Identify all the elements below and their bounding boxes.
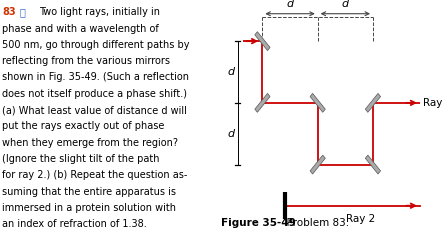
Text: d: d bbox=[286, 0, 293, 9]
Text: when they emerge from the region?: when they emerge from the region? bbox=[2, 138, 178, 148]
Text: d: d bbox=[227, 129, 234, 139]
Text: phase and with a wavelength of: phase and with a wavelength of bbox=[2, 24, 159, 34]
Polygon shape bbox=[310, 155, 325, 174]
Polygon shape bbox=[310, 93, 325, 112]
Text: suming that the entire apparatus is: suming that the entire apparatus is bbox=[2, 187, 176, 197]
Polygon shape bbox=[255, 32, 270, 51]
Text: Figure 35-49: Figure 35-49 bbox=[221, 218, 296, 228]
Text: Ray 1: Ray 1 bbox=[423, 98, 442, 108]
Text: d: d bbox=[227, 67, 234, 77]
Text: (Ignore the slight tilt of the path: (Ignore the slight tilt of the path bbox=[2, 154, 160, 164]
Text: for ray 2.) (b) Repeat the question as-: for ray 2.) (b) Repeat the question as- bbox=[2, 170, 187, 180]
Text: put the rays exactly out of phase: put the rays exactly out of phase bbox=[2, 121, 164, 132]
Text: Problem 83.: Problem 83. bbox=[280, 218, 350, 228]
Text: Ⓟ: Ⓟ bbox=[20, 7, 26, 17]
Text: 500 nm, go through different paths by: 500 nm, go through different paths by bbox=[2, 40, 190, 50]
Text: an index of refraction of 1.38.: an index of refraction of 1.38. bbox=[2, 219, 147, 229]
Text: does not itself produce a phase shift.): does not itself produce a phase shift.) bbox=[2, 89, 187, 99]
Text: reflecting from the various mirrors: reflecting from the various mirrors bbox=[2, 56, 170, 66]
Text: 83: 83 bbox=[2, 7, 16, 17]
Text: shown in Fig. 35-49. (Such a reflection: shown in Fig. 35-49. (Such a reflection bbox=[2, 72, 189, 83]
Text: Ray 2: Ray 2 bbox=[346, 214, 375, 224]
Text: immersed in a protein solution with: immersed in a protein solution with bbox=[2, 203, 176, 213]
Text: Two light rays, initially in: Two light rays, initially in bbox=[39, 7, 160, 17]
Polygon shape bbox=[366, 93, 381, 112]
Text: d: d bbox=[342, 0, 349, 9]
Text: (a) What least value of distance d will: (a) What least value of distance d will bbox=[2, 105, 187, 115]
Polygon shape bbox=[255, 93, 270, 112]
Polygon shape bbox=[366, 155, 381, 174]
